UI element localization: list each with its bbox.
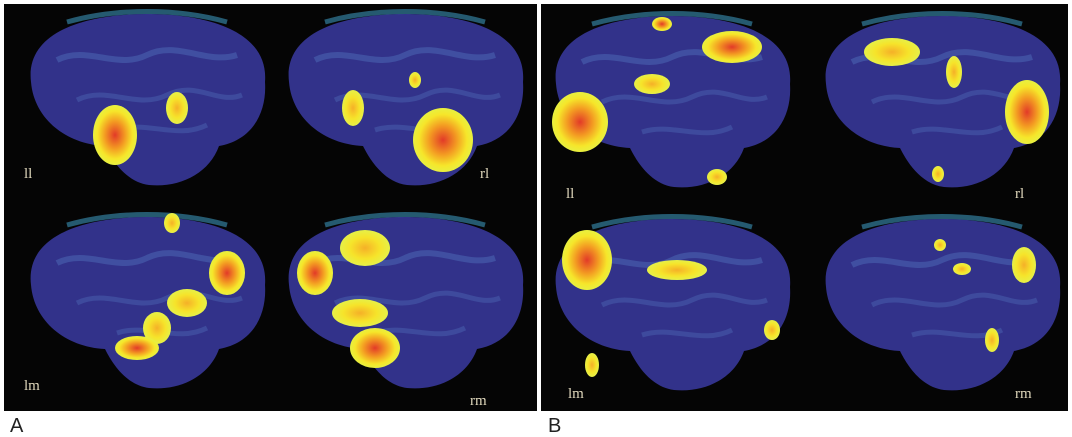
view-label: rl <box>1015 186 1024 202</box>
view-label: lm <box>24 378 40 394</box>
view-label: rm <box>1015 386 1032 402</box>
panel-label: B <box>548 415 561 437</box>
panel-label: A <box>10 415 24 437</box>
figure: ll rl lm rm A ll rl lm rm B <box>0 0 1072 437</box>
view-label: rl <box>480 166 489 182</box>
view-label: lm <box>568 386 584 402</box>
view-label: ll <box>24 166 32 182</box>
view-label: rm <box>470 393 487 409</box>
view-label: ll <box>566 186 574 202</box>
